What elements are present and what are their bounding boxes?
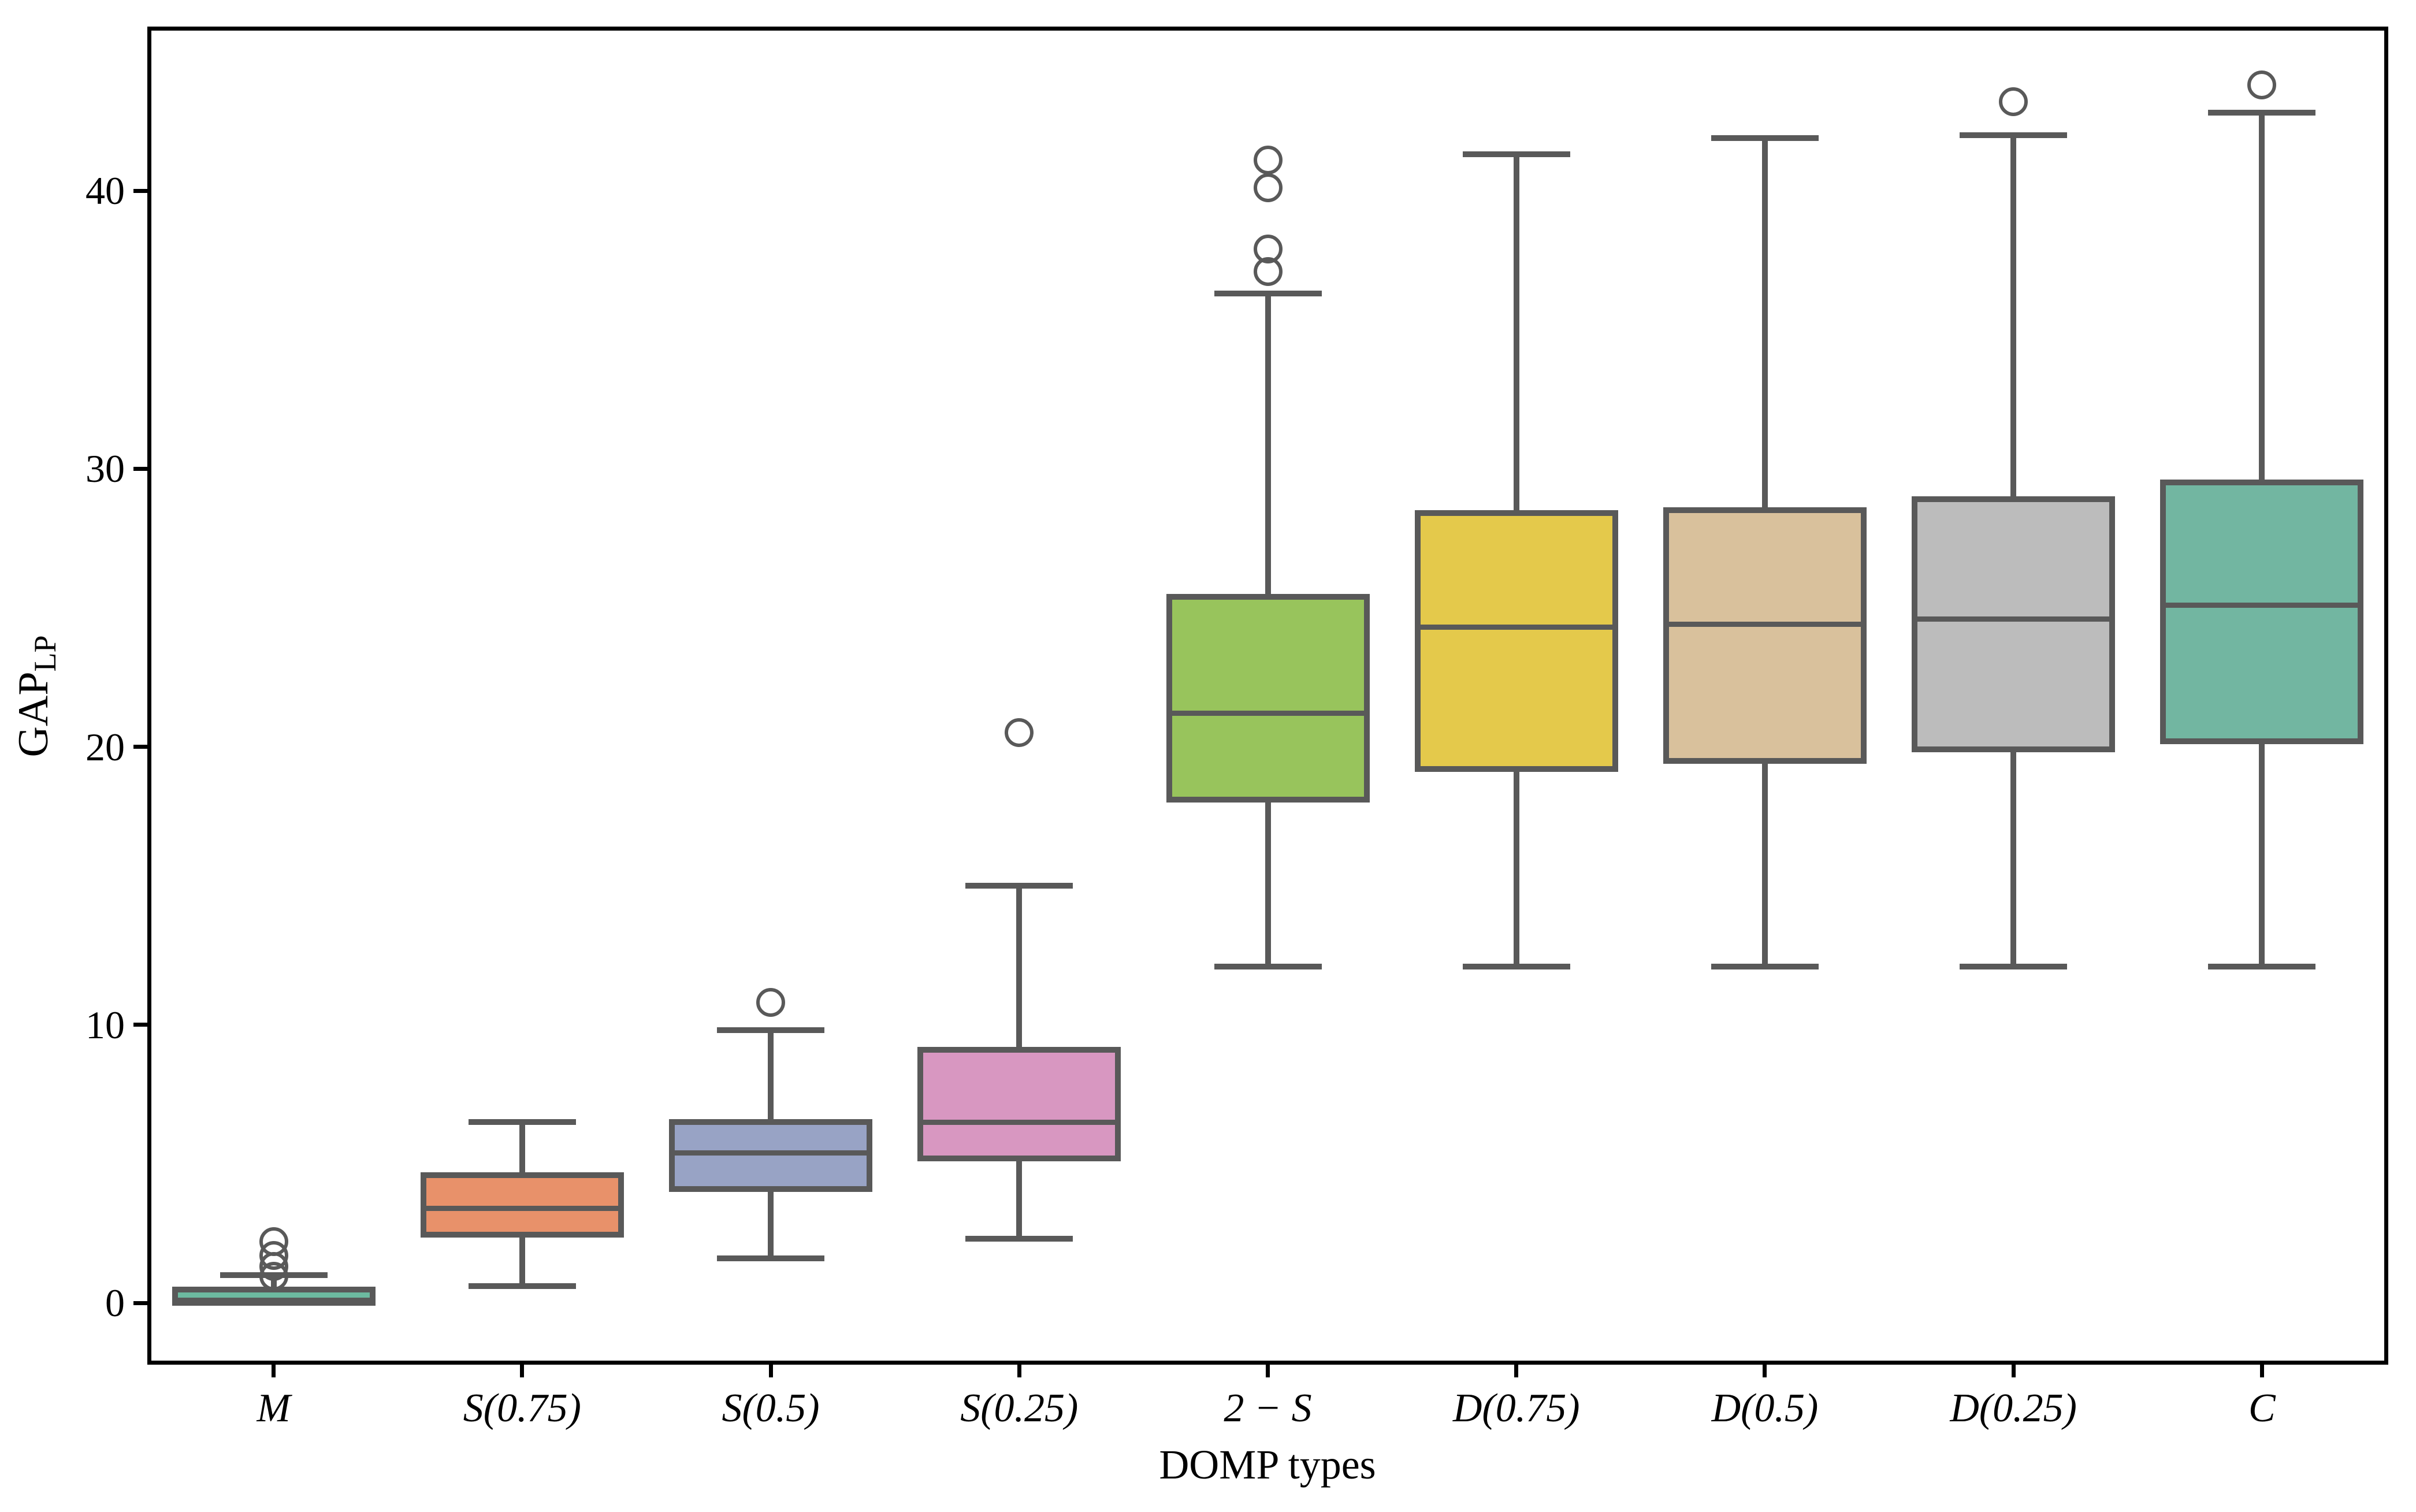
y-axis-tick-label: 0 xyxy=(105,1281,125,1325)
x-axis-tick xyxy=(1017,1365,1021,1377)
y-axis-tick xyxy=(133,1023,147,1027)
whisker-cap-lower-6 xyxy=(1462,963,1570,969)
outlier-circle xyxy=(259,1227,288,1257)
y-axis-tick-label: 30 xyxy=(86,447,125,491)
outlier-circle xyxy=(1253,235,1283,264)
box-C xyxy=(2160,480,2364,744)
median-line-1 xyxy=(177,1297,370,1303)
outlier-circle xyxy=(1999,87,2028,116)
y-axis-title: GAPLP xyxy=(10,635,66,757)
y-axis-tick xyxy=(133,745,147,749)
whisker-upper-8 xyxy=(2010,135,2017,500)
outlier-circle xyxy=(2247,70,2277,100)
y-axis-tick xyxy=(133,466,147,471)
whisker-lower-5 xyxy=(1265,799,1271,967)
whisker-upper-6 xyxy=(1513,154,1519,514)
box-S0.5 xyxy=(669,1119,873,1192)
x-axis-tick xyxy=(520,1365,525,1377)
whisker-lower-9 xyxy=(2259,741,2265,967)
median-line-2 xyxy=(426,1205,618,1211)
x-axis-tick-label: D(0.5) xyxy=(1711,1386,1819,1431)
x-axis-tick-label: D(0.75) xyxy=(1452,1386,1580,1431)
median-line-4 xyxy=(923,1119,1116,1125)
x-axis-tick-label: M xyxy=(257,1386,291,1431)
y-axis-tick-label: 10 xyxy=(86,1002,125,1047)
box-2S xyxy=(1166,593,1370,803)
whisker-cap-lower-4 xyxy=(965,1236,1073,1242)
y-axis-title-main: GAP xyxy=(10,671,57,757)
whisker-cap-upper-3 xyxy=(717,1027,825,1034)
box-D0.25 xyxy=(1912,496,2116,753)
x-axis-tick xyxy=(1514,1365,1519,1377)
box-D0.75 xyxy=(1414,510,1618,772)
y-axis-title-subscript: LP xyxy=(28,635,62,672)
whisker-upper-3 xyxy=(768,1030,774,1123)
y-axis-tick xyxy=(133,1301,147,1305)
whisker-cap-upper-7 xyxy=(1711,135,1819,141)
whisker-upper-4 xyxy=(1016,886,1023,1050)
whisker-upper-2 xyxy=(519,1122,525,1175)
whisker-cap-lower-5 xyxy=(1214,963,1322,969)
median-line-5 xyxy=(1172,711,1364,716)
x-axis-tick xyxy=(2011,1365,2016,1377)
whisker-cap-upper-5 xyxy=(1214,291,1322,297)
x-axis-tick xyxy=(272,1365,276,1377)
median-line-7 xyxy=(1668,622,1861,627)
x-axis-tick xyxy=(1763,1365,1767,1377)
whisker-upper-9 xyxy=(2259,113,2265,483)
whisker-lower-6 xyxy=(1513,769,1519,967)
median-line-8 xyxy=(1917,616,2110,622)
outlier-circle xyxy=(1005,718,1034,748)
whisker-lower-3 xyxy=(768,1188,774,1258)
median-line-9 xyxy=(2166,602,2358,608)
whisker-lower-7 xyxy=(1761,760,1768,967)
y-axis-tick xyxy=(133,188,147,193)
whisker-cap-lower-2 xyxy=(468,1283,576,1290)
box-S0.75 xyxy=(420,1172,624,1238)
y-axis-tick-label: 20 xyxy=(86,725,125,769)
whisker-cap-upper-9 xyxy=(2208,110,2316,116)
x-axis-tick-label: D(0.25) xyxy=(1950,1386,2077,1431)
x-axis-tick-label: S(0.5) xyxy=(722,1386,820,1431)
median-line-3 xyxy=(675,1150,867,1156)
whisker-cap-lower-8 xyxy=(1960,963,2068,969)
whisker-cap-lower-7 xyxy=(1711,963,1819,969)
box-D0.5 xyxy=(1663,507,1867,764)
whisker-cap-upper-6 xyxy=(1462,151,1570,158)
y-axis-tick-label: 40 xyxy=(86,169,125,213)
x-axis-tick xyxy=(2259,1365,2264,1377)
median-line-6 xyxy=(1420,625,1612,630)
outlier-circle xyxy=(1253,146,1283,175)
box-S0.25 xyxy=(917,1047,1121,1161)
x-axis-tick xyxy=(1266,1365,1270,1377)
x-axis-tick-label: C xyxy=(2248,1386,2276,1431)
whisker-lower-2 xyxy=(519,1235,525,1287)
x-axis-title: DOMP types xyxy=(1159,1442,1376,1488)
x-axis-tick-label: S(0.25) xyxy=(960,1386,1079,1431)
whisker-cap-lower-3 xyxy=(717,1255,825,1261)
outlier-circle xyxy=(1253,173,1283,203)
whisker-cap-upper-8 xyxy=(1960,132,2068,138)
whisker-upper-7 xyxy=(1761,138,1768,511)
x-axis-tick-label: 2 − S xyxy=(1224,1386,1312,1431)
whisker-lower-8 xyxy=(2010,749,2017,967)
whisker-upper-5 xyxy=(1265,294,1271,597)
whisker-cap-lower-9 xyxy=(2208,963,2316,969)
outlier-circle xyxy=(756,988,786,1017)
whisker-cap-upper-4 xyxy=(965,883,1073,889)
x-axis-tick-label: S(0.75) xyxy=(463,1386,581,1431)
whisker-lower-4 xyxy=(1016,1158,1023,1239)
x-axis-tick xyxy=(768,1365,773,1377)
whisker-cap-upper-2 xyxy=(468,1119,576,1125)
